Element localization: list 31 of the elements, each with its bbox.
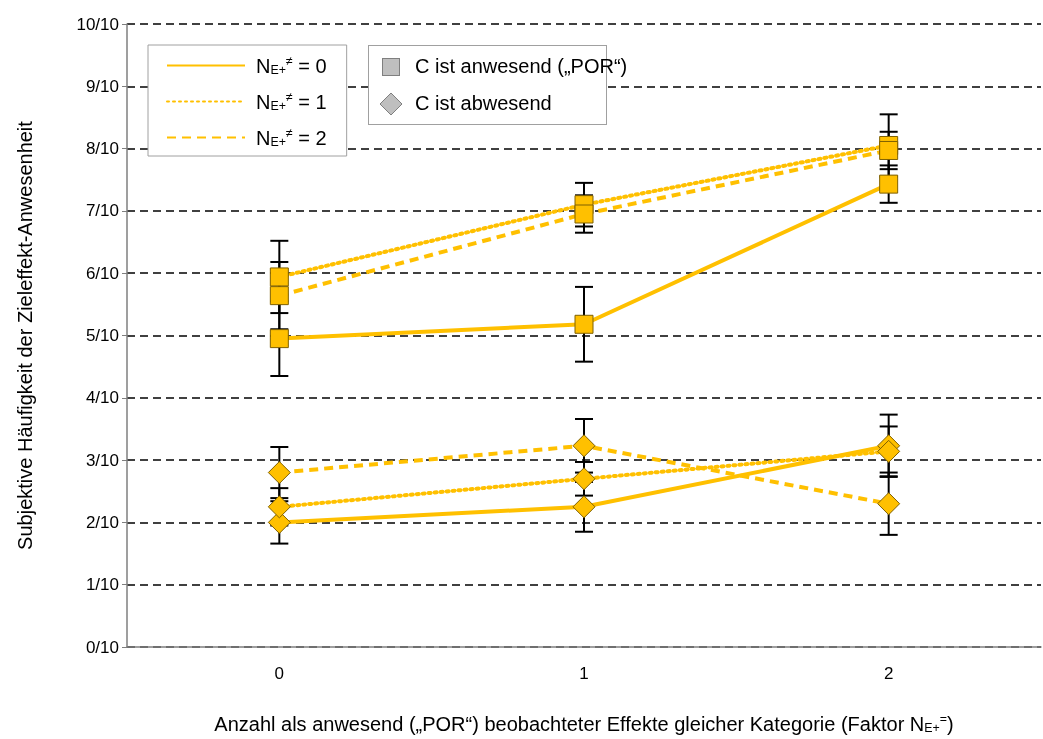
y-tick-label: 5/10 [85, 326, 119, 345]
point [877, 439, 901, 463]
point [574, 204, 594, 224]
y-tick-label: 1/10 [85, 575, 119, 595]
point [877, 492, 901, 516]
y-tick-label: 0/10 [85, 637, 119, 657]
y-tick-label: 4/10 [85, 388, 119, 408]
point [267, 461, 291, 485]
point [879, 140, 899, 160]
x-tick-label: 0 [274, 664, 285, 683]
y-tick-label: 3/10 [85, 450, 119, 470]
y-tick-label: 10/10 [76, 14, 119, 34]
point [572, 467, 596, 491]
point [574, 314, 594, 334]
y-tick-label: 2/10 [85, 512, 119, 532]
x-tick-label: 1 [579, 664, 589, 683]
annotation: C ist anwesend („POR“) [415, 55, 628, 78]
y-tick-label: 6/10 [85, 263, 119, 283]
y-tick-label: 9/10 [85, 76, 119, 96]
annotation: C ist abwesend [415, 92, 552, 115]
y-tick-label: 7/10 [85, 201, 119, 221]
y-axis-title: Subjektive Häufigkeit der Zieleffekt-Anwesenheit [14, 120, 36, 550]
point [572, 434, 596, 458]
point [269, 329, 289, 349]
point [267, 495, 291, 519]
x-tick-label: 2 [883, 664, 894, 683]
point [572, 495, 596, 519]
point [269, 286, 289, 306]
point [269, 267, 289, 287]
y-tick-label: 8/10 [85, 139, 119, 159]
point [879, 174, 899, 194]
